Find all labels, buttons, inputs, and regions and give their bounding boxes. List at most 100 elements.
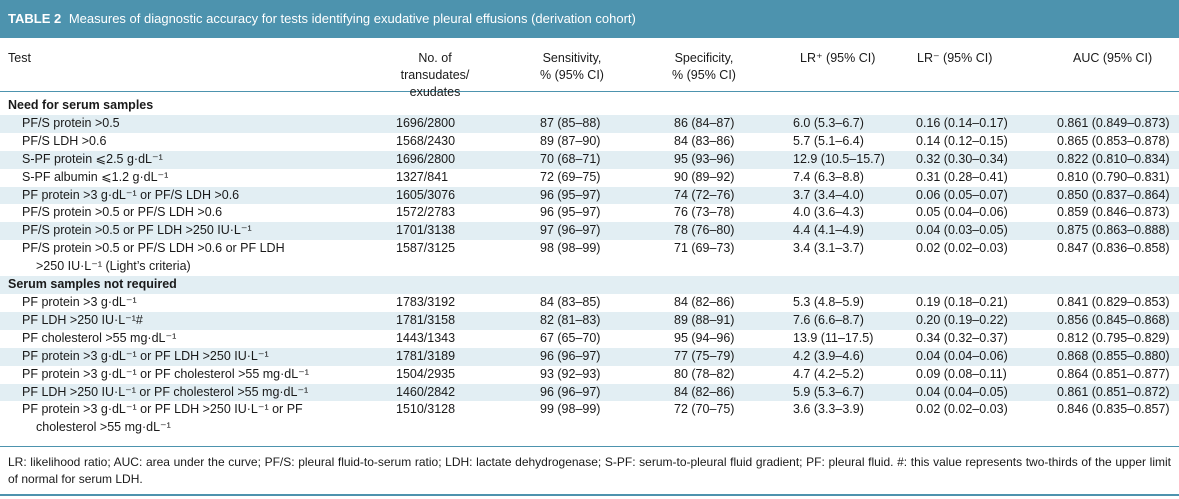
header-specificity-line1: Specificity, bbox=[674, 51, 734, 65]
cell-count: 1587/3125 bbox=[396, 241, 456, 256]
cell-lr-negative: 0.31 (0.28–0.41) bbox=[916, 169, 1008, 184]
cell-lr-negative: 0.16 (0.14–0.17) bbox=[916, 115, 1008, 130]
cell-auc: 0.865 (0.853–0.878) bbox=[1057, 133, 1170, 148]
header-sensitivity-line2: % (95% CI) bbox=[540, 68, 604, 82]
cell-auc: 0.846 (0.835–0.857) bbox=[1057, 402, 1170, 417]
cell-lr-positive: 3.4 (3.1–3.7) bbox=[793, 241, 864, 256]
cell-specificity: 72 (70–75) bbox=[674, 402, 735, 417]
header-count-line2: exudates bbox=[409, 85, 461, 99]
cell-auc: 0.812 (0.795–0.829) bbox=[1057, 330, 1170, 345]
cell-specificity: 86 (84–87) bbox=[674, 115, 735, 130]
cell-specificity: 84 (83–86) bbox=[674, 133, 735, 148]
cell-count: 1443/1343 bbox=[396, 330, 456, 345]
cell-lr-negative: 0.02 (0.02–0.03) bbox=[916, 402, 1008, 417]
cell-specificity: 71 (69–73) bbox=[674, 241, 735, 256]
header-count: No. of transudates/ exudates bbox=[384, 50, 486, 101]
table-title-bar: TABLE 2 Measures of diagnostic accuracy … bbox=[0, 0, 1179, 38]
cell-lr-positive: 12.9 (10.5–15.7) bbox=[793, 151, 885, 166]
section-title: Need for serum samples bbox=[8, 98, 154, 112]
cell-sensitivity: 96 (96–97) bbox=[540, 348, 601, 363]
table-row: PF protein >3 g·dL⁻¹ or PF/S LDH >0.6 16… bbox=[0, 186, 1179, 205]
cell-auc: 0.822 (0.810–0.834) bbox=[1057, 151, 1170, 166]
cell-test-line2: >250 IU·L⁻¹ (Light’s criteria) bbox=[36, 259, 191, 274]
table-row: PF/S protein >0.5 or PF/S LDH >0.6 or PF… bbox=[0, 240, 1179, 276]
cell-specificity: 84 (82–86) bbox=[674, 384, 735, 399]
cell-specificity: 77 (75–79) bbox=[674, 348, 735, 363]
cell-lr-negative: 0.34 (0.32–0.37) bbox=[916, 330, 1008, 345]
cell-test: PF protein >3 g·dL⁻¹ bbox=[22, 294, 137, 309]
cell-sensitivity: 97 (96–97) bbox=[540, 223, 601, 238]
table-label: TABLE 2 bbox=[8, 11, 62, 26]
cell-count: 1460/2842 bbox=[396, 384, 456, 399]
cell-sensitivity: 67 (65–70) bbox=[540, 330, 601, 345]
cell-specificity: 90 (89–92) bbox=[674, 169, 735, 184]
table-row: PF cholesterol >55 mg·dL⁻¹ 1443/1343 67 … bbox=[0, 330, 1179, 348]
table-row: S-PF protein ⩽2.5 g·dL⁻¹ 1696/2800 70 (6… bbox=[0, 150, 1179, 169]
table-caption: Measures of diagnostic accuracy for test… bbox=[68, 11, 636, 26]
cell-count: 1781/3158 bbox=[396, 312, 456, 327]
cell-test: PF LDH >250 IU·L⁻¹# bbox=[22, 312, 143, 327]
cell-lr-negative: 0.02 (0.02–0.03) bbox=[916, 241, 1008, 256]
cell-lr-negative: 0.32 (0.30–0.34) bbox=[916, 151, 1008, 166]
cell-test-line1: PF protein >3 g·dL⁻¹ or PF LDH >250 IU·L… bbox=[22, 402, 303, 417]
cell-lr-positive: 4.0 (3.6–4.3) bbox=[793, 205, 864, 220]
cell-sensitivity: 93 (92–93) bbox=[540, 366, 601, 381]
cell-test: PF protein >3 g·dL⁻¹ or PF LDH >250 IU·L… bbox=[22, 401, 303, 437]
cell-sensitivity: 96 (95–97) bbox=[540, 187, 601, 202]
cell-lr-positive: 3.6 (3.3–3.9) bbox=[793, 402, 864, 417]
header-lr-negative: LR⁻ (95% CI) bbox=[917, 51, 993, 65]
cell-lr-positive: 3.7 (3.4–4.0) bbox=[793, 187, 864, 202]
table-row: PF/S LDH >0.6 1568/2430 89 (87–90) 84 (8… bbox=[0, 133, 1179, 151]
table-row: PF protein >3 g·dL⁻¹ or PF cholesterol >… bbox=[0, 366, 1179, 384]
bottom-rule bbox=[0, 494, 1179, 496]
cell-sensitivity: 98 (98–99) bbox=[540, 241, 601, 256]
header-count-line1: No. of transudates/ bbox=[400, 51, 470, 82]
section-header-row: Serum samples not required bbox=[0, 276, 1179, 294]
cell-auc: 0.875 (0.863–0.888) bbox=[1057, 223, 1170, 238]
cell-count: 1504/2935 bbox=[396, 366, 456, 381]
cell-sensitivity: 84 (83–85) bbox=[540, 294, 601, 309]
cell-test-line2: cholesterol >55 mg·dL⁻¹ bbox=[36, 420, 171, 435]
cell-sensitivity: 87 (85–88) bbox=[540, 115, 601, 130]
cell-specificity: 80 (78–82) bbox=[674, 366, 735, 381]
cell-count: 1701/3138 bbox=[396, 223, 456, 238]
cell-specificity: 74 (72–76) bbox=[674, 187, 735, 202]
cell-count: 1568/2430 bbox=[396, 133, 456, 148]
cell-count: 1572/2783 bbox=[396, 205, 456, 220]
cell-sensitivity: 89 (87–90) bbox=[540, 133, 601, 148]
cell-lr-negative: 0.20 (0.19–0.22) bbox=[916, 312, 1008, 327]
cell-sensitivity: 70 (68–71) bbox=[540, 151, 601, 166]
header-lr-positive: LR⁺ (95% CI) bbox=[800, 51, 876, 65]
cell-lr-positive: 4.7 (4.2–5.2) bbox=[793, 366, 864, 381]
cell-lr-positive: 13.9 (11–17.5) bbox=[793, 330, 874, 345]
cell-test: S-PF protein ⩽2.5 g·dL⁻¹ bbox=[22, 151, 163, 166]
cell-specificity: 84 (82–86) bbox=[674, 294, 735, 309]
table-row: S-PF albumin ⩽1.2 g·dL⁻¹ 1327/841 72 (69… bbox=[0, 169, 1179, 187]
cell-auc: 0.810 (0.790–0.831) bbox=[1057, 169, 1170, 184]
header-auc: AUC (95% CI) bbox=[1073, 51, 1153, 65]
cell-test: PF/S protein >0.5 or PF/S LDH >0.6 or PF… bbox=[22, 240, 285, 276]
cell-test-line1: PF/S protein >0.5 or PF/S LDH >0.6 or PF… bbox=[22, 241, 285, 256]
cell-lr-positive: 7.6 (6.6–8.7) bbox=[793, 312, 864, 327]
table-row: PF protein >3 g·dL⁻¹ or PF LDH >250 IU·L… bbox=[0, 347, 1179, 366]
cell-test: PF protein >3 g·dL⁻¹ or PF LDH >250 IU·L… bbox=[22, 348, 269, 363]
cell-test: PF/S protein >0.5 or PF/S LDH >0.6 bbox=[22, 205, 223, 220]
cell-specificity: 89 (88–91) bbox=[674, 312, 735, 327]
cell-auc: 0.856 (0.845–0.868) bbox=[1057, 312, 1170, 327]
cell-sensitivity: 96 (95–97) bbox=[540, 205, 601, 220]
cell-lr-positive: 5.3 (4.8–5.9) bbox=[793, 294, 864, 309]
cell-test: PF/S protein >0.5 or PF LDH >250 IU·L⁻¹ bbox=[22, 223, 252, 238]
cell-sensitivity: 96 (96–97) bbox=[540, 384, 601, 399]
cell-count: 1696/2800 bbox=[396, 151, 456, 166]
cell-auc: 0.864 (0.851–0.877) bbox=[1057, 366, 1170, 381]
table-row: PF/S protein >0.5 or PF LDH >250 IU·L⁻¹ … bbox=[0, 222, 1179, 241]
cell-lr-negative: 0.09 (0.08–0.11) bbox=[916, 366, 1007, 381]
cell-lr-positive: 5.7 (5.1–6.4) bbox=[793, 133, 864, 148]
cell-sensitivity: 72 (69–75) bbox=[540, 169, 601, 184]
table-header: Test No. of transudates/ exudates Sensit… bbox=[0, 38, 1179, 99]
cell-count: 1783/3192 bbox=[396, 294, 456, 309]
cell-auc: 0.861 (0.849–0.873) bbox=[1057, 115, 1170, 130]
header-sensitivity: Sensitivity, % (95% CI) bbox=[522, 50, 622, 84]
cell-count: 1781/3189 bbox=[396, 348, 456, 363]
